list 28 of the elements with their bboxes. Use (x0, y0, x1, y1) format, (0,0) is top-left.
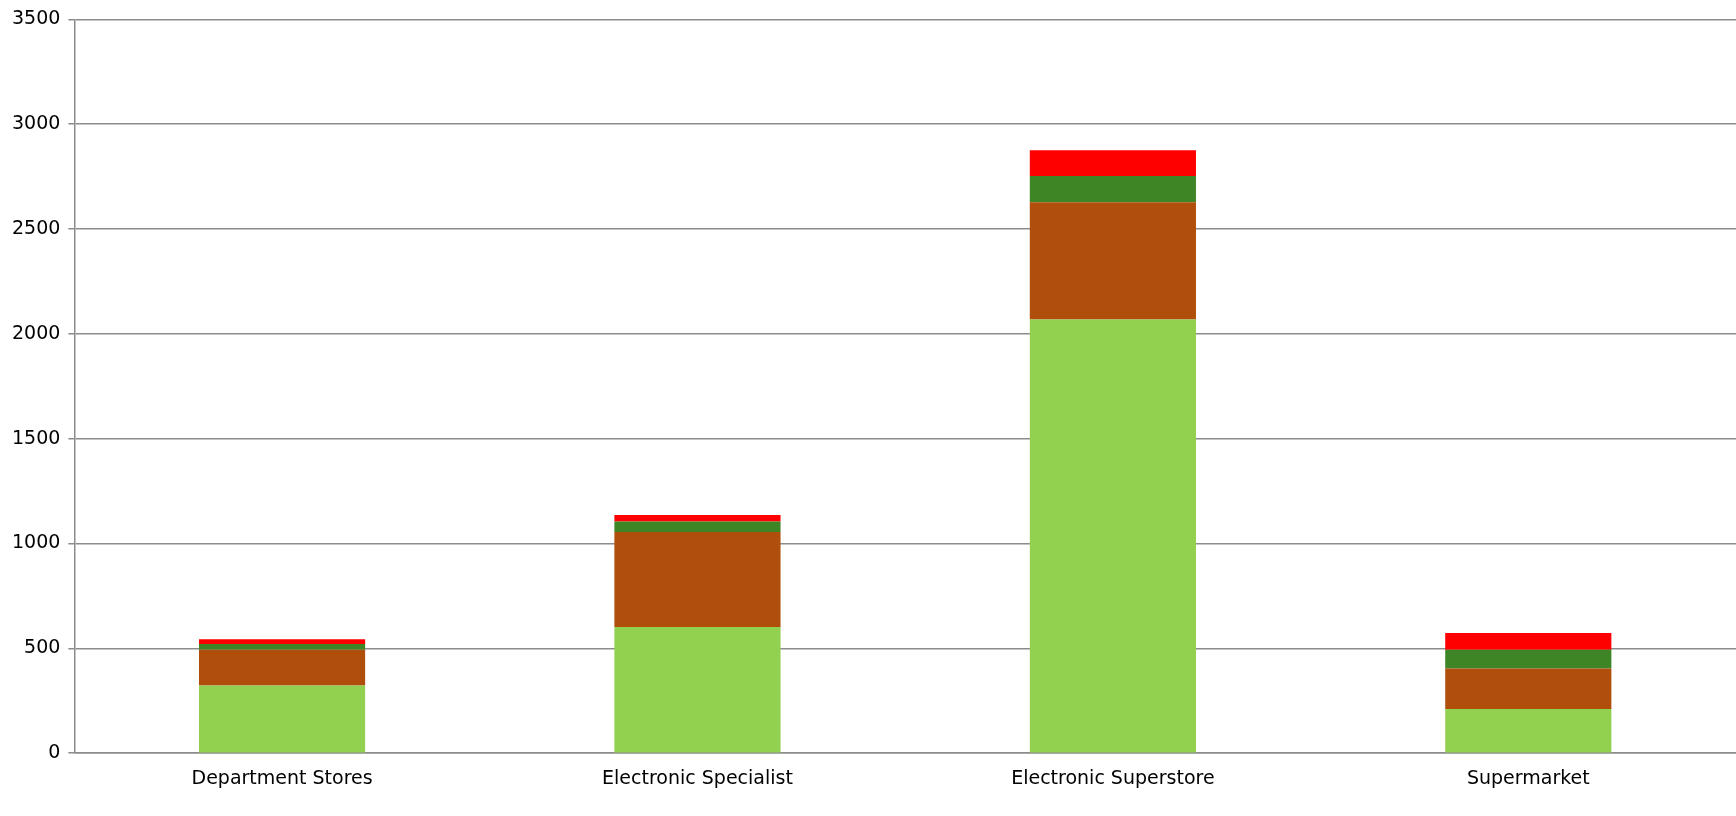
bar (198, 643, 366, 650)
bar (1029, 319, 1196, 753)
x-tick-label: Department Stores (191, 765, 373, 788)
bar (1029, 176, 1196, 203)
bar (614, 532, 781, 627)
x-tick-label: Electronic Specialist (602, 765, 793, 788)
y-tick-label: 1000 (11, 530, 61, 553)
bar (1445, 708, 1612, 753)
y-tick-label: 500 (24, 635, 61, 658)
x-tick-label: Electronic Superstore (1011, 765, 1215, 788)
bar (1029, 150, 1196, 177)
bar (1445, 668, 1612, 709)
y-tick-label: 3500 (11, 6, 61, 29)
bar (614, 515, 781, 522)
bar (198, 685, 366, 753)
bar (1029, 202, 1196, 320)
bar (614, 626, 781, 753)
bar (614, 521, 781, 533)
y-tick-label: 2000 (11, 320, 61, 343)
y-tick-label: 0 (48, 740, 61, 763)
y-tick-label: 3000 (11, 111, 61, 134)
bar (1445, 633, 1612, 650)
x-tick-label: Supermarket (1466, 765, 1590, 788)
y-tick-label: 1500 (11, 425, 61, 448)
bar (198, 649, 366, 686)
bar (198, 639, 366, 644)
y-tick-label: 2500 (11, 215, 61, 238)
bar (1445, 649, 1612, 669)
